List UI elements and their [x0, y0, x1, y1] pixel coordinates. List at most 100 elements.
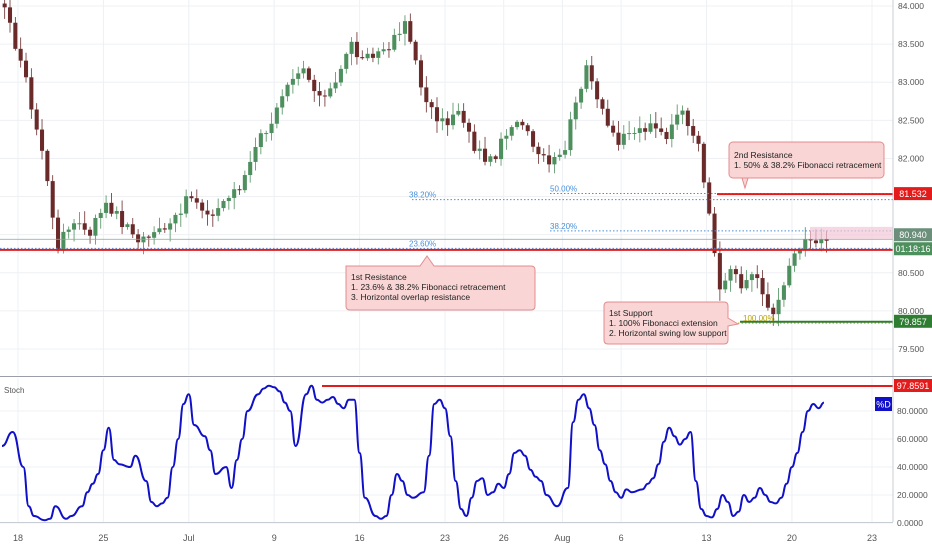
candle-body — [595, 81, 600, 100]
candle-body — [632, 132, 637, 134]
time-tick-label: Aug — [554, 533, 570, 543]
annotation-1st-resistance[interactable]: 1st Resistance 1. 23.6% & 38.2% Fibonacc… — [345, 255, 536, 311]
time-tick-label: 25 — [98, 533, 108, 543]
candle-body — [104, 202, 109, 213]
time-tick-label: 26 — [499, 533, 509, 543]
candle-body — [792, 253, 797, 266]
annotation-2nd-resistance[interactable]: 2nd Resistance 1. 50% & 38.2% Fibonacci … — [728, 141, 885, 179]
annotation-box — [603, 301, 740, 345]
candle-body — [120, 211, 125, 228]
candle-body — [189, 196, 194, 199]
time-axis[interactable]: 18 25 Jul 9 16 23 26 Aug 6 13 20 23 — [13, 533, 877, 543]
candle-body — [504, 135, 509, 139]
osc-tick-label: 40.0000 — [897, 462, 928, 472]
candle-body — [691, 126, 696, 136]
candle-body — [429, 102, 434, 108]
candle-body — [322, 95, 327, 97]
time-tick-label: 9 — [272, 533, 277, 543]
candle-body — [168, 223, 173, 230]
current-price-text: 80.940 — [899, 230, 927, 240]
candle-body — [797, 249, 802, 254]
candle-body — [152, 232, 157, 238]
candle-body — [515, 121, 520, 128]
candle-body — [669, 124, 674, 140]
price-tick-label: 83.000 — [898, 77, 924, 87]
candle-body — [205, 210, 210, 215]
candle-body — [328, 88, 333, 97]
candle-body — [781, 285, 786, 300]
candle-body — [808, 239, 813, 241]
candle-body — [61, 231, 66, 251]
candle-body — [349, 41, 354, 54]
candle-body — [253, 147, 258, 162]
time-tick-label: 20 — [787, 533, 797, 543]
price-tick-label: 80.500 — [898, 268, 924, 278]
candle-body — [82, 223, 87, 230]
candle-body — [424, 87, 429, 103]
candle-body — [125, 224, 130, 228]
annotation-line: 1. 23.6% & 38.2% Fibonacci retracement — [351, 282, 506, 292]
candle-body — [365, 53, 370, 59]
candle-body — [418, 60, 424, 88]
fib-38-2-label: 38.20% — [409, 191, 436, 200]
candle-body — [573, 102, 578, 120]
price-tick-label: 84.000 — [898, 1, 924, 11]
candle-body — [728, 269, 733, 281]
countdown-text: 01:18:16 — [895, 244, 930, 254]
candle-body — [776, 299, 781, 315]
resistance-2-price-text: 81.532 — [899, 189, 927, 199]
candle-body — [659, 128, 664, 132]
osc-tick-label: 80.0000 — [897, 406, 928, 416]
time-tick-label: 16 — [355, 533, 365, 543]
candle-body — [765, 294, 770, 308]
stoch-level-text: 97.8591 — [897, 381, 930, 391]
candle-body — [707, 182, 712, 214]
candle-body — [493, 156, 498, 160]
time-tick-label: 23 — [440, 533, 450, 543]
annotation-1st-support[interactable]: 1st Support 1. 100% Fibonacci extension … — [603, 301, 740, 345]
candle-body — [536, 146, 541, 155]
candle-body — [643, 128, 648, 132]
annotation-title: 2nd Resistance — [734, 150, 793, 160]
candle-body — [717, 253, 722, 290]
candle-body — [408, 21, 413, 42]
candle-body — [616, 132, 621, 145]
candle-body — [290, 78, 295, 85]
candle-body — [157, 228, 162, 233]
time-tick-label: Jul — [183, 533, 195, 543]
candle-body — [376, 51, 381, 58]
candle-body — [461, 110, 466, 123]
candle-body — [264, 133, 269, 135]
current-price-tag — [894, 228, 932, 242]
resistance-zone — [810, 226, 893, 239]
oscillator-axis[interactable]: 80.0000 60.0000 40.0000 20.0000 0.0000 — [897, 406, 928, 528]
annotation-line: 2. Horizontal swing low support — [609, 328, 727, 338]
resistance-2-price-tag — [894, 187, 932, 201]
candle-body — [552, 157, 557, 165]
candle-body — [258, 133, 263, 148]
candle-body — [472, 131, 477, 151]
candle-body — [173, 214, 178, 224]
annotation-title: 1st Support — [609, 308, 653, 318]
candle-body — [771, 307, 776, 315]
stoch-level-tag — [894, 378, 932, 392]
candle-body — [344, 53, 349, 69]
candle-body — [45, 150, 50, 182]
candle-body — [434, 107, 440, 122]
candle-body — [2, 3, 7, 8]
candle-body — [93, 217, 98, 236]
candle-body — [221, 201, 226, 209]
candle-body — [466, 122, 472, 132]
candle-body — [66, 229, 71, 232]
candle-body — [306, 68, 311, 80]
fib-38-2-label: 38.20% — [550, 222, 577, 231]
candle-body — [744, 280, 749, 289]
fib-23-6-label: 23.60% — [409, 239, 436, 248]
candle-body — [338, 68, 343, 83]
candle-body — [7, 7, 13, 23]
candle-body — [600, 99, 605, 109]
candle-body — [216, 208, 221, 216]
candle-body — [333, 82, 338, 89]
